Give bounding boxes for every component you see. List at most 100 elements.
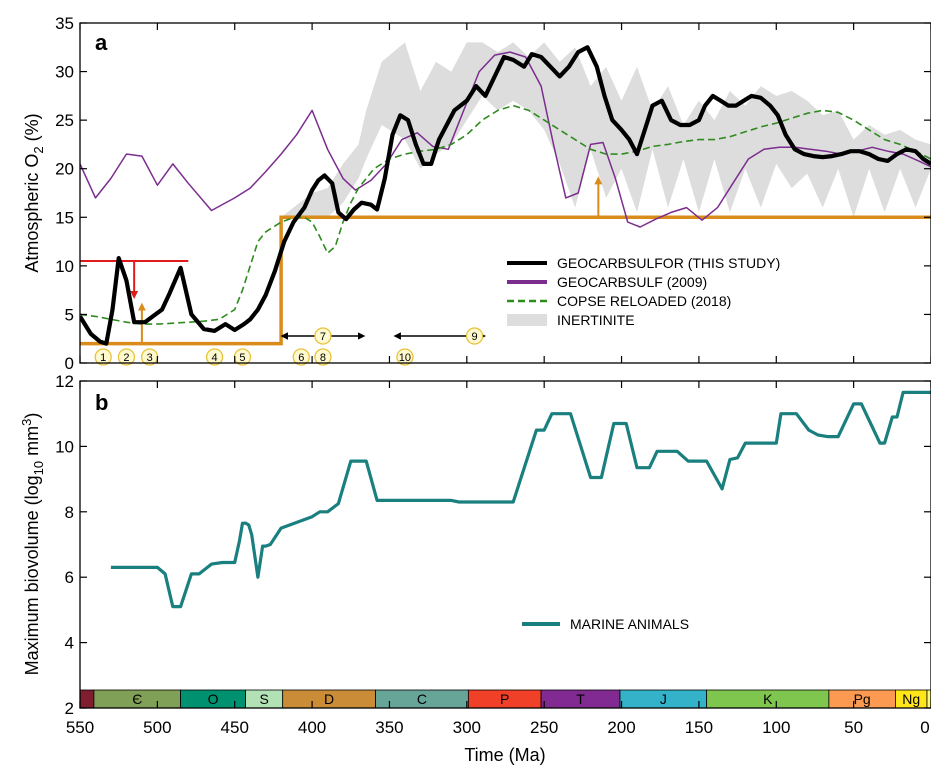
- panel-a-legend: GEOCARBSULFOR (THIS STUDY) GEOCARBSULF (2…: [507, 255, 780, 328]
- panel-a-frame: [79, 22, 931, 364]
- panel-b-y-ticks: 2 4 6 8 10 12: [55, 372, 931, 718]
- b-ylabel-mid: mm: [22, 426, 42, 461]
- period-label-3: S: [259, 691, 268, 707]
- event-marker-10: [396, 348, 414, 366]
- event-label-10: 10: [399, 352, 411, 364]
- event-label-8: 8: [320, 352, 326, 364]
- event-label-6: 6: [298, 352, 304, 364]
- event-marker-9: [465, 327, 484, 345]
- b-ylabel-end: ): [22, 413, 42, 419]
- period-block-0: [79, 689, 95, 709]
- event-label-9: 9: [471, 331, 477, 343]
- event-marker-4: [205, 348, 224, 366]
- panel-a-x-ticks: [79, 23, 931, 363]
- period-label-2: O: [208, 691, 219, 707]
- period-label-5: C: [417, 691, 427, 707]
- inertinite-band-group: [281, 42, 931, 218]
- period-label-10: Pg: [854, 691, 871, 707]
- series-line-marine-animals: [110, 390, 931, 609]
- min-o2-constraint-line: [80, 215, 931, 346]
- panel-b-y-axis-label: Maximum biovolume (log10 mm3): [19, 413, 46, 676]
- legend-label-marine-animals: MARINE ANIMALS: [570, 616, 689, 632]
- event-label-3: 3: [147, 352, 153, 364]
- geologic-periods-bar: Є O S D C P T J K Pg Ng: [79, 689, 931, 709]
- panel-b-x-ticks: 550 500 450 400 350 300 250 200 150 100 50 0: [66, 381, 931, 737]
- period-label-8: J: [660, 691, 667, 707]
- panel-a: 1 2 3 4 5 6 7 8 9 10 0 5 10 15 20 25 30 35 a Atmospheric…: [22, 14, 931, 373]
- b-ytick-label: 6: [65, 568, 74, 587]
- event-label-7: 7: [320, 331, 326, 343]
- period-label-1: Є: [132, 691, 142, 707]
- panel-b-frame: [79, 380, 931, 709]
- events-group: 1 2 3 4 5 6 7 8 9 10: [94, 327, 487, 366]
- event-marker-6: [292, 348, 310, 366]
- a-ytick-label: 25: [55, 111, 74, 130]
- a-ytick-label: 0: [65, 354, 74, 373]
- b-ylabel-sub: 10: [31, 461, 46, 475]
- event-marker-2: [117, 348, 136, 366]
- a-ytick-label: 35: [55, 14, 74, 33]
- constraint-lines-group: [80, 176, 931, 346]
- series-line-copse-reloaded-2018: [80, 104, 931, 325]
- a-ytick-label: 20: [55, 160, 74, 179]
- period-label-4: D: [324, 691, 334, 707]
- legend-label-2: COPSE RELOADED (2018): [557, 293, 731, 309]
- b-ytick-label: 4: [65, 634, 74, 653]
- b-xtick-label: 0: [920, 718, 929, 737]
- panel-b-label: b: [95, 390, 108, 415]
- legend-label-3: INERTINITE: [557, 312, 635, 328]
- a-ylabel-sub: 2: [31, 146, 46, 153]
- x-axis-label: Time (Ma): [464, 745, 545, 765]
- series-line-geocarbsulfor-this-study: [80, 45, 931, 346]
- a-ylabel-end: (%): [22, 113, 42, 146]
- event-label-1: 1: [100, 352, 106, 364]
- b-xtick-label: 450: [221, 718, 249, 737]
- event-label-5: 5: [239, 352, 245, 364]
- panel-b-legend: MARINE ANIMALS: [522, 616, 689, 632]
- period-label-6: P: [500, 691, 509, 707]
- b-xtick-label: 150: [685, 718, 713, 737]
- b-ylabel-sup: 3: [19, 419, 34, 426]
- inertinite-band: [281, 42, 931, 218]
- a-ytick-label: 15: [55, 208, 74, 227]
- b-ytick-label: 8: [65, 503, 74, 522]
- b-ytick-label: 10: [55, 437, 74, 456]
- period-label-7: T: [576, 691, 585, 707]
- event-marker-7: [314, 327, 332, 345]
- b-ylabel-main: Maximum biovolume (log: [22, 475, 42, 675]
- b-ytick-label: 2: [65, 699, 74, 718]
- period-label-9: K: [763, 691, 773, 707]
- a-ytick-label: 10: [55, 257, 74, 276]
- event-marker-1: [94, 348, 112, 366]
- legend-label-1: GEOCARBSULF (2009): [557, 274, 707, 290]
- b-xtick-label: 50: [844, 718, 863, 737]
- legend-swatch-inertinite: [507, 314, 547, 326]
- a-ytick-label: 30: [55, 63, 74, 82]
- o2-series-group: [80, 45, 931, 346]
- b-xtick-label: 100: [762, 718, 790, 737]
- b-xtick-label: 250: [530, 718, 558, 737]
- b-xtick-label: 550: [66, 718, 94, 737]
- b-xtick-label: 500: [143, 718, 171, 737]
- event-label-2: 2: [123, 352, 129, 364]
- biovolume-series-group: [110, 390, 931, 609]
- panel-a-label: a: [95, 30, 108, 55]
- legend-label-0: GEOCARBSULFOR (THIS STUDY): [557, 255, 780, 271]
- period-label-11: Ng: [902, 691, 920, 707]
- b-ytick-label: 12: [55, 372, 74, 391]
- b-xtick-label: 200: [607, 718, 635, 737]
- b-xtick-label: 350: [375, 718, 403, 737]
- series-line-geocarbsulf-2009: [80, 51, 931, 228]
- b-xtick-label: 400: [298, 718, 326, 737]
- event-marker-8: [314, 348, 332, 366]
- event-label-4: 4: [212, 352, 218, 364]
- a-ytick-label: 5: [65, 305, 74, 324]
- a-ylabel-main: Atmospheric O: [22, 154, 42, 273]
- svg-text:Atmospheric O2 (%): Atmospheric O2 (%): [22, 113, 46, 272]
- svg-text:Maximum biovolume (log10 mm3): Maximum biovolume (log10 mm3): [19, 413, 46, 676]
- b-xtick-label: 300: [453, 718, 481, 737]
